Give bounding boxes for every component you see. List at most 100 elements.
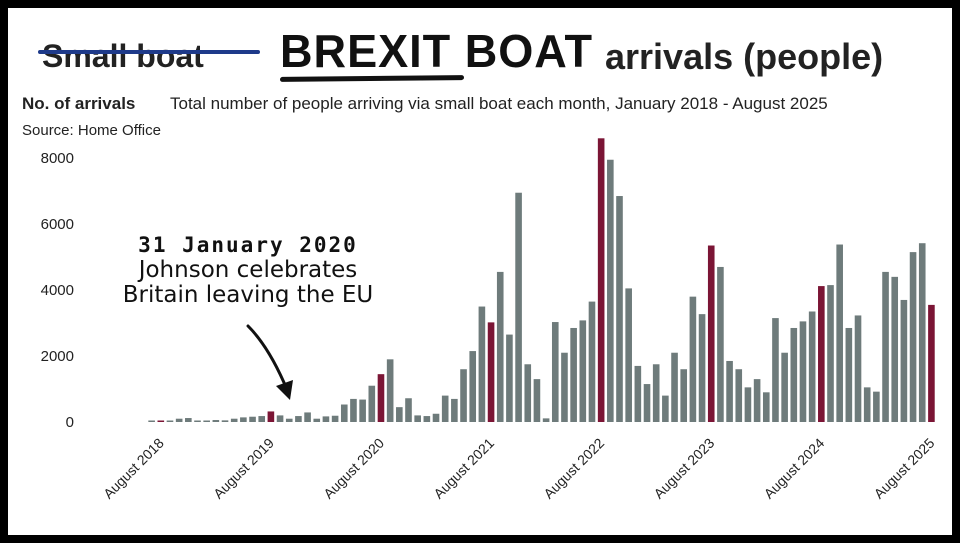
x-tick-label: August 2019 [210,435,277,502]
bar [515,192,522,422]
bar [689,296,697,422]
bar [551,322,559,422]
bar-highlighted [377,374,385,422]
bar [634,365,642,422]
bar [166,420,174,422]
bar [863,387,871,422]
bar [405,398,412,422]
bar [588,301,596,422]
bar [717,266,724,422]
bar [469,351,477,422]
y-tick-label: 4000 [41,282,74,299]
bar [230,418,238,422]
highlight-title-text: BREXIT BOAT [280,25,593,77]
bar [304,412,311,422]
bar [579,320,587,422]
bar [331,415,339,422]
bar [900,299,908,422]
y-tick-label: 0 [66,414,74,431]
bar [762,392,770,422]
bar [313,418,321,422]
x-tick-label: August 2023 [650,435,717,502]
bar [909,252,917,422]
bar [790,327,798,422]
bar [194,420,201,422]
bar [285,418,293,422]
bar-chart: 0 2000 4000 6000 8000 August 2018 August 2019… [41,138,938,502]
bar [808,311,816,422]
bar-highlighted [157,420,165,422]
bar [478,306,486,422]
bar [781,352,788,422]
bar [396,407,403,422]
bar [524,364,532,422]
source-note: Source: Home Office [22,122,161,139]
bar [918,243,926,422]
annotation-line-2: Britain leaving the EU [122,282,374,309]
y-axis-title: No. of arrivals [22,94,136,113]
bar [441,395,449,422]
bar [643,384,651,422]
bar [882,271,889,422]
bar [726,360,733,422]
x-tick-label: August 2021 [430,435,497,502]
bar [368,385,376,422]
bar [827,285,834,422]
y-axis-ticks: 0 2000 4000 6000 8000 [41,150,74,431]
annotation-arrow [246,324,293,400]
bar [350,398,357,422]
bar [496,271,504,422]
annotation-line-1: Johnson celebrates [138,256,358,283]
bar-highlighted [267,411,275,422]
bar [460,369,467,422]
bar [625,288,632,422]
bar [891,276,899,422]
bar [652,364,660,422]
bar [533,379,541,422]
bar [836,244,843,422]
bar [561,352,568,422]
bar [386,359,394,422]
bar [542,418,550,422]
bar [322,416,330,422]
bar [414,415,421,422]
bar [432,413,440,422]
bar [240,417,247,422]
bar [340,404,348,422]
bar [854,315,862,422]
bar [680,369,688,422]
x-tick-label: August 2022 [540,435,607,502]
y-tick-label: 8000 [41,150,74,167]
bars [148,138,935,423]
bar-highlighted [707,245,715,422]
bar [772,318,779,422]
x-axis-ticks: August 2018 August 2019 August 2020 August … [100,435,938,502]
bar [423,416,431,422]
struck-title-text: Small boat [42,38,204,74]
title-rest-text: arrivals (people) [605,36,884,77]
bar-highlighted [928,304,935,422]
bar [662,395,669,422]
bar [148,420,155,422]
bar [185,418,192,422]
x-tick-label: August 2025 [871,435,938,502]
bar [258,416,266,422]
bar [249,416,256,422]
bar [506,334,513,422]
bar [799,321,807,422]
bar [753,379,761,422]
bar [451,398,458,422]
x-tick-label: August 2018 [100,435,167,502]
bar [212,420,220,422]
bar [735,369,743,422]
bar [359,399,366,422]
bar [616,196,623,422]
bar [845,327,853,422]
bar-highlighted [487,322,495,422]
bar [570,327,577,422]
strikethrough-line [38,50,260,54]
bar [698,314,706,422]
x-tick-label: August 2020 [320,435,387,502]
bar [873,391,880,422]
y-tick-label: 2000 [41,348,74,365]
